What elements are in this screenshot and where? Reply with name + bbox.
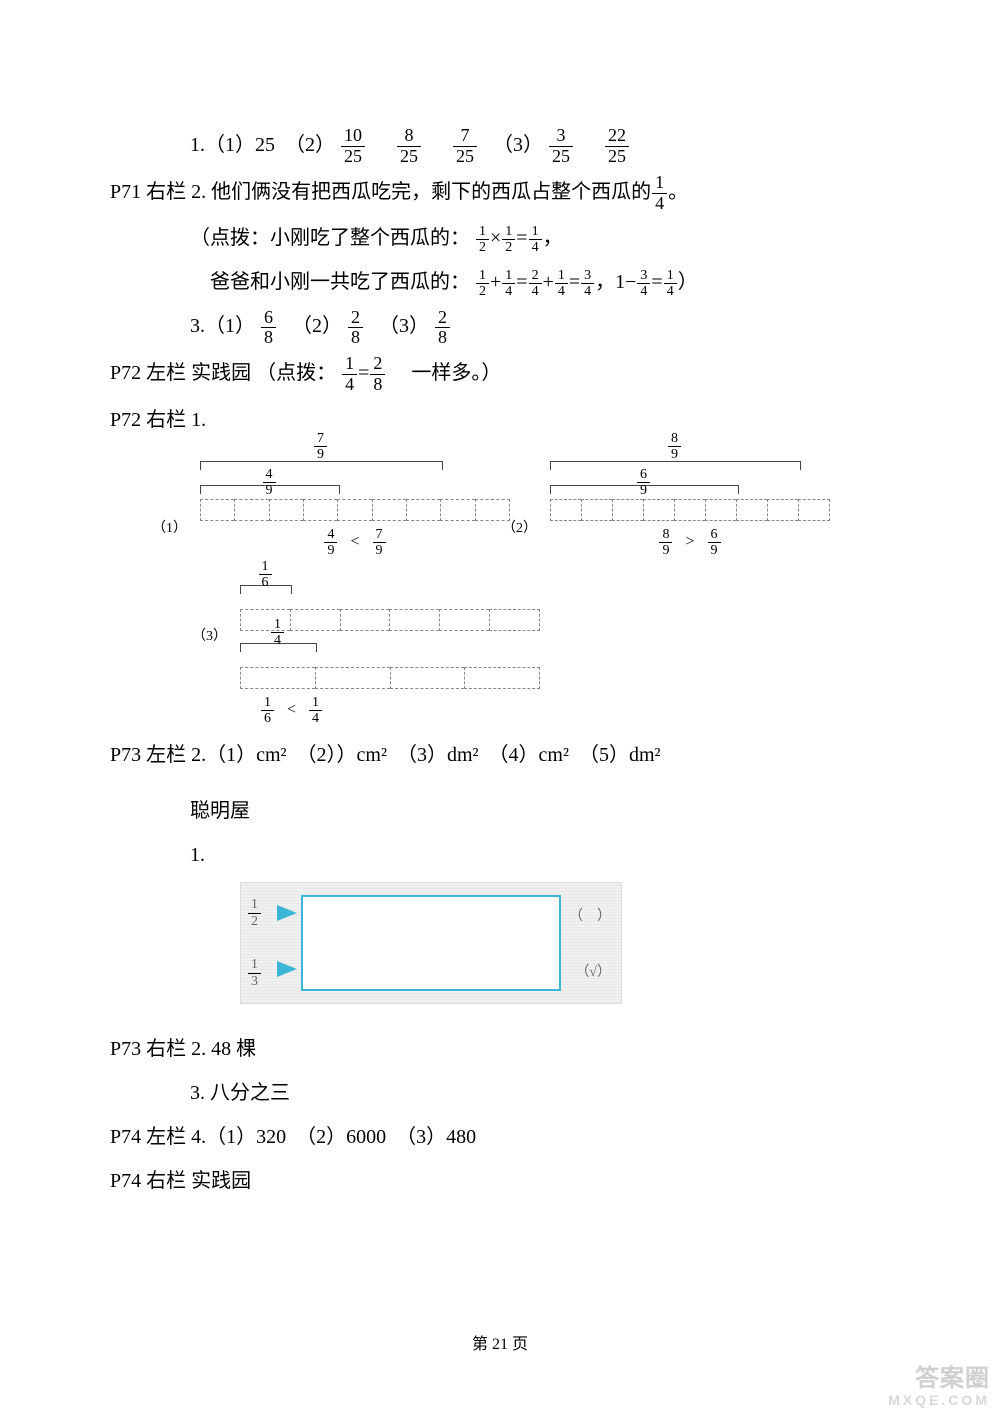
- brace-label: 49: [200, 467, 338, 499]
- page: 1.（1）25 （2） 1025 825 725 （3） 325 2225 P7…: [0, 0, 1000, 1414]
- bar: [240, 667, 540, 689]
- line-p72-left: P72 左栏 实践园 （点拨： 14=28 一样多。）: [110, 354, 890, 395]
- diagram-1: （1） 79 49 49 < 79: [200, 445, 510, 559]
- text: P72 右栏 1.: [110, 409, 206, 431]
- text: P72 左栏 实践园 （点拨：: [110, 362, 336, 384]
- fraction: 28: [370, 354, 385, 395]
- fraction: 12: [502, 224, 515, 256]
- fraction: 12: [476, 224, 489, 256]
- compare: 16 < 14: [240, 695, 540, 727]
- smart-house-figure: 12 （ ） 13 （√）: [240, 882, 622, 1004]
- fraction: 14: [342, 354, 357, 395]
- fraction: 12: [476, 268, 489, 300]
- fraction: 28: [435, 308, 450, 349]
- text: （2）: [282, 315, 342, 337]
- fraction: 12: [247, 897, 262, 929]
- line-p71: P71 右栏 2. 他们俩没有把西瓜吃完，剩下的西瓜占整个西瓜的14。: [110, 173, 890, 214]
- fraction: 14: [555, 268, 568, 300]
- text: 爸爸和小刚一共吃了西瓜的：: [210, 271, 470, 293]
- diagram-3: （3） 16 14 16 < 14: [240, 579, 540, 727]
- fraction: 825: [397, 126, 421, 167]
- brace-label: 69: [550, 467, 737, 499]
- text: P71 右栏 2. 他们俩没有把西瓜吃完，剩下的西瓜占整个西瓜的: [110, 181, 651, 203]
- line-smart-1: 1.: [110, 836, 890, 874]
- brace-label: 16: [240, 559, 290, 591]
- brace-label: 89: [550, 431, 799, 463]
- line-1: 1.（1）25 （2） 1025 825 725 （3） 325 2225: [110, 126, 890, 167]
- text: （3）: [369, 315, 429, 337]
- text: 3.（1）: [190, 315, 255, 337]
- fraction: 14: [664, 268, 677, 300]
- line-p73-right: P73 右栏 2. 48 棵: [110, 1030, 890, 1068]
- diagram-pair: （1） 79 49 49 < 79 （2） 89 69 89 > 69: [200, 445, 890, 559]
- watermark: 答案圈 MXQE.COM: [888, 1366, 990, 1408]
- brace-label: 79: [200, 431, 441, 463]
- text: =: [358, 362, 369, 384]
- diagram-2: （2） 89 69 89 > 69: [550, 445, 830, 559]
- fraction: 14: [529, 224, 542, 256]
- bar: [200, 499, 510, 521]
- text: ，: [543, 227, 563, 249]
- text: （点拨：小刚吃了整个西瓜的：: [190, 227, 470, 249]
- fraction: 34: [637, 268, 650, 300]
- fraction: 1025: [341, 126, 365, 167]
- fraction: 28: [348, 308, 363, 349]
- fraction: 325: [549, 126, 573, 167]
- check-paren: （ ）: [569, 905, 611, 925]
- diagram-label: （1）: [152, 517, 187, 537]
- compare: 49 < 79: [200, 527, 510, 559]
- text: 。: [668, 181, 688, 203]
- text: （3）: [483, 134, 543, 156]
- fraction: 14: [652, 173, 667, 214]
- text: ，1−: [595, 271, 636, 293]
- fraction: 13: [247, 957, 262, 989]
- bar: [550, 499, 830, 521]
- line-hint-1: （点拨：小刚吃了整个西瓜的： 12×12=14，: [110, 219, 890, 257]
- line-3: 3.（1） 68 （2） 28 （3） 28: [110, 307, 890, 348]
- fraction: 68: [261, 308, 276, 349]
- fraction: 14: [502, 268, 515, 300]
- text: ）: [678, 271, 698, 293]
- fraction: 725: [453, 126, 477, 167]
- line-answer-3: 3. 八分之三: [110, 1074, 890, 1112]
- watermark-text: 答案圈: [888, 1366, 990, 1392]
- watermark-url: MXQE.COM: [888, 1393, 990, 1408]
- text: 1.（1）25 （2）: [190, 134, 335, 156]
- page-footer: 第 21 页: [0, 1330, 1000, 1354]
- section-title: 聪明屋: [110, 792, 890, 830]
- diagram-label: （2）: [502, 517, 537, 537]
- brace-label: 14: [240, 617, 315, 649]
- compare: 89 > 69: [550, 527, 830, 559]
- text: 一样多。）: [391, 362, 501, 384]
- check-paren: （√）: [575, 961, 611, 981]
- fraction: 24: [529, 268, 542, 300]
- diagram-label: （3）: [192, 625, 227, 645]
- line-p74-left: P74 左栏 4.（1）320 （2）6000 （3）480: [110, 1118, 890, 1156]
- fraction: 34: [581, 268, 594, 300]
- line-hint-2: 爸爸和小刚一共吃了西瓜的： 12+14=24+14=34，1−34=14）: [110, 263, 890, 301]
- fraction: 2225: [605, 126, 629, 167]
- line-p73-left: P73 左栏 2.（1）cm² （2））cm² （3）dm² （4）cm² （5…: [110, 736, 890, 774]
- line-p74-right: P74 右栏 实践园: [110, 1162, 890, 1200]
